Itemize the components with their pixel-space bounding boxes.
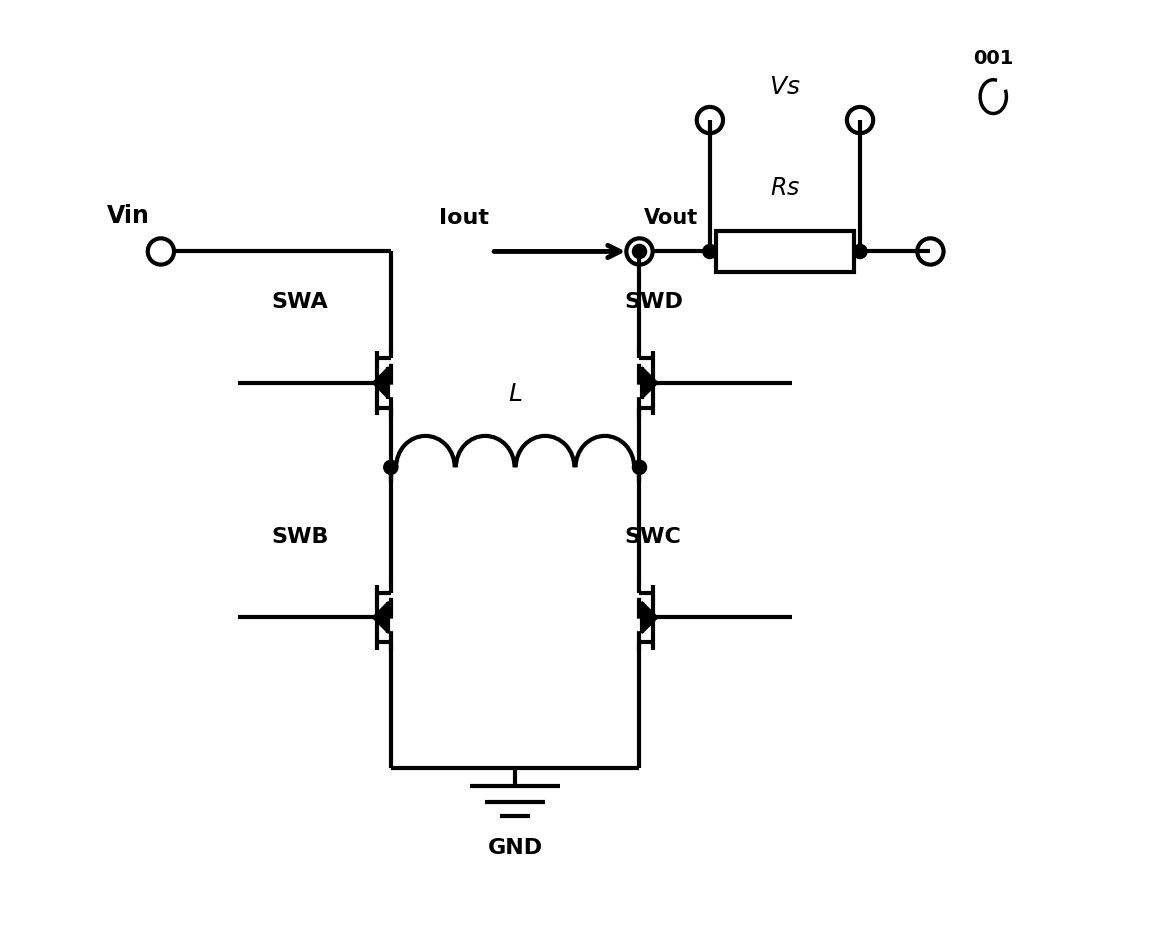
Text: SWD: SWD [625,293,684,312]
Text: SWB: SWB [271,527,329,547]
Text: GND: GND [487,838,543,858]
Text: Vout: Vout [644,208,699,228]
Bar [716,231,854,272]
Text: 001: 001 [973,49,1014,68]
Text: $L$: $L$ [508,382,522,406]
Text: Iout: Iout [440,208,489,228]
Text: Vin: Vin [106,204,149,228]
Polygon shape [642,601,658,633]
Circle shape [853,244,867,259]
Circle shape [633,461,647,474]
Circle shape [633,244,647,259]
Polygon shape [642,367,658,398]
Text: $Rs$: $Rs$ [769,176,801,200]
Polygon shape [373,601,389,633]
Polygon shape [373,367,389,398]
Circle shape [384,461,398,474]
Text: $Vs$: $Vs$ [769,76,801,99]
Text: SWA: SWA [271,293,327,312]
Text: SWC: SWC [625,527,681,547]
Circle shape [702,244,717,259]
